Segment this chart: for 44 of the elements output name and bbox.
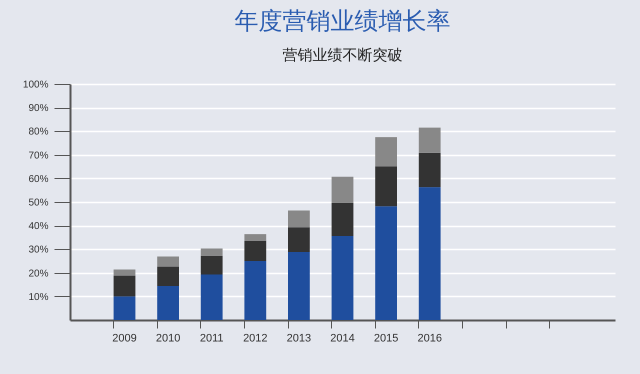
- bar: [418, 187, 441, 320]
- y-tick-label: 100%: [22, 80, 49, 90]
- bar: [332, 236, 354, 320]
- bar: [288, 252, 310, 320]
- x-tick-label: 2010: [156, 332, 180, 344]
- x-tick-label: 2012: [243, 332, 268, 344]
- y-tick-label: 90%: [28, 103, 49, 114]
- bar: [114, 296, 136, 320]
- x-tick-label: 2011: [200, 332, 224, 344]
- y-tick-label: 60%: [28, 174, 49, 185]
- bar: [114, 276, 136, 296]
- bar: [288, 210, 310, 228]
- bar: [375, 137, 397, 166]
- bar: [375, 206, 397, 320]
- x-tick-label: 2009: [112, 332, 137, 344]
- y-tick-label: 80%: [28, 126, 49, 138]
- x-tick-label: 2016: [417, 332, 442, 344]
- chart-subtitle: 营销业绩不断突破: [282, 46, 402, 64]
- y-tick-label: 20%: [28, 268, 49, 280]
- y-tick-label: 50%: [28, 198, 49, 208]
- bar: [114, 269, 136, 276]
- bar: [200, 256, 223, 274]
- bar: [332, 202, 354, 236]
- chart-title: 年度营销业绩增长率: [234, 7, 450, 35]
- y-tick-label: 30%: [28, 244, 49, 256]
- bar: [157, 266, 179, 286]
- y-tick-label: 70%: [28, 150, 49, 162]
- bar: [288, 227, 310, 252]
- bar: [244, 234, 266, 241]
- bar: [418, 128, 441, 153]
- bar: [244, 261, 266, 320]
- bar: [375, 166, 397, 206]
- bar: [200, 248, 223, 256]
- bar: [332, 176, 354, 203]
- y-tick-label: 10%: [28, 292, 49, 303]
- bar: [418, 152, 441, 188]
- bar: [157, 256, 179, 267]
- bar: [200, 274, 223, 320]
- bar: [244, 240, 266, 261]
- bar: [157, 286, 179, 320]
- x-tick-label: 2015: [374, 332, 398, 344]
- x-tick-label: 2013: [286, 332, 312, 344]
- x-tick-label: 2014: [330, 332, 355, 344]
- y-tick-label: 40%: [28, 221, 49, 232]
